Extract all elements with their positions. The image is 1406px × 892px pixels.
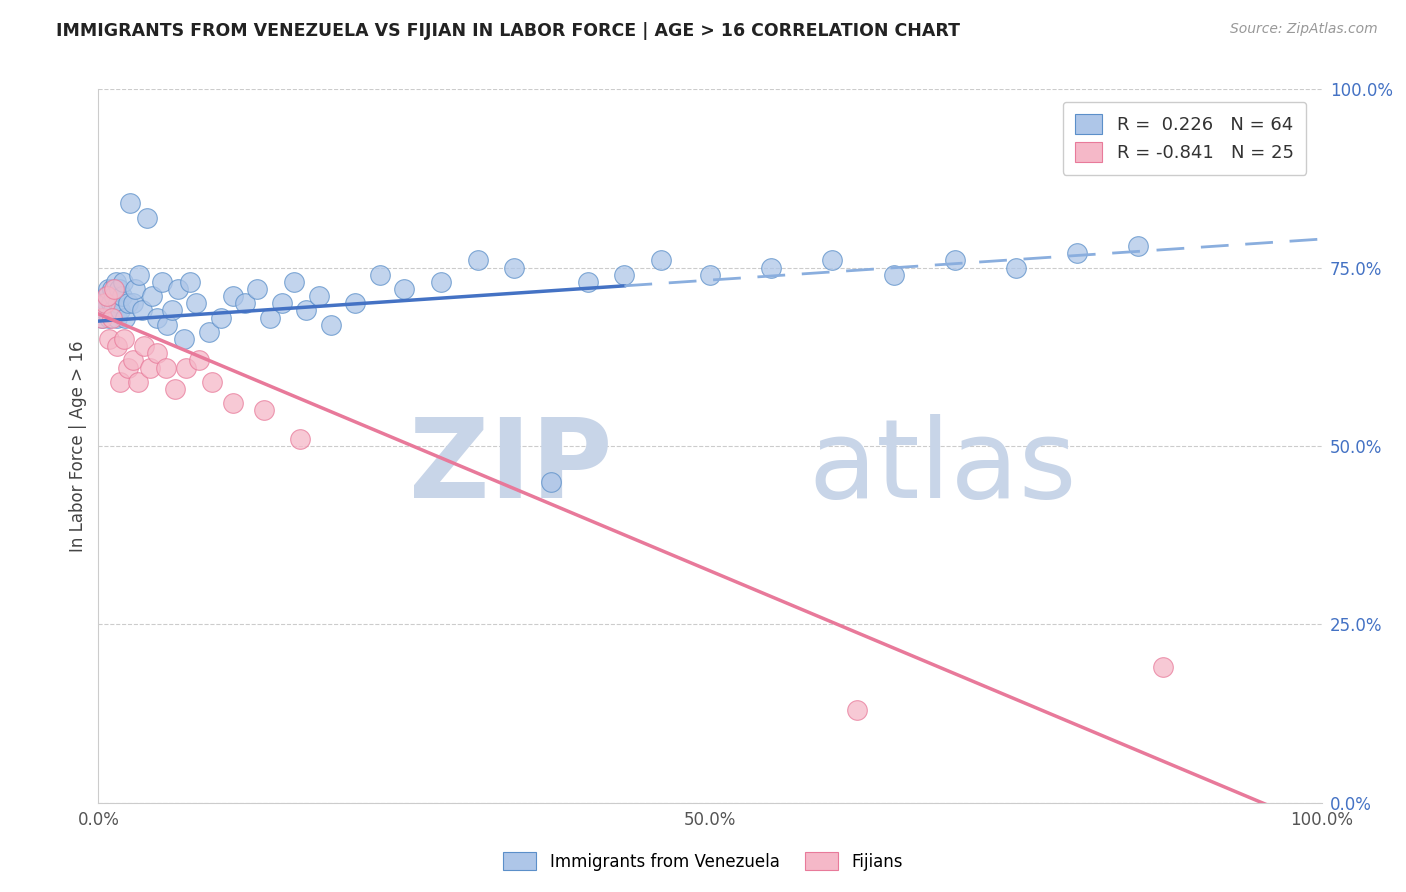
Point [98, 332, 121, 346]
Point [110, 375, 132, 389]
Point [821, 253, 844, 268]
Point [107, 296, 129, 310]
Point [117, 360, 139, 375]
Point [93, 296, 115, 310]
Point [103, 282, 125, 296]
Point [101, 303, 124, 318]
Point [368, 268, 391, 282]
Point [146, 346, 169, 360]
Point [943, 253, 966, 268]
Text: Source: ZipAtlas.com: Source: ZipAtlas.com [1230, 22, 1378, 37]
Point [131, 303, 153, 318]
Point [246, 282, 269, 296]
Point [96, 296, 118, 310]
Point [392, 282, 416, 296]
Point [150, 275, 173, 289]
Point [128, 268, 150, 282]
Point [650, 253, 672, 268]
Point [1066, 246, 1088, 260]
Point [101, 310, 124, 325]
Text: IMMIGRANTS FROM VENEZUELA VS FIJIAN IN LABOR FORCE | AGE > 16 CORRELATION CHART: IMMIGRANTS FROM VENEZUELA VS FIJIAN IN L… [56, 22, 960, 40]
Y-axis label: In Labor Force | Age > 16: In Labor Force | Age > 16 [69, 340, 87, 552]
Point [127, 375, 149, 389]
Point [160, 303, 183, 318]
Point [120, 196, 142, 211]
Point [105, 310, 128, 325]
Point [209, 310, 232, 325]
Point [467, 253, 489, 268]
Point [117, 296, 139, 310]
Point [103, 289, 125, 303]
Point [96, 289, 118, 303]
Point [139, 360, 162, 375]
Point [1128, 239, 1150, 253]
Point [146, 310, 169, 325]
Point [259, 310, 281, 325]
Point [111, 289, 134, 303]
Point [290, 432, 312, 446]
Point [187, 353, 209, 368]
Point [430, 275, 453, 289]
Legend: Immigrants from Venezuela, Fijians: Immigrants from Venezuela, Fijians [495, 844, 911, 880]
Point [100, 296, 122, 310]
Point [699, 268, 721, 282]
Point [111, 275, 134, 289]
Point [105, 339, 128, 353]
Point [308, 289, 330, 303]
Point [91, 296, 114, 310]
Point [141, 289, 163, 303]
Point [186, 296, 208, 310]
Point [613, 268, 636, 282]
Point [112, 332, 135, 346]
Point [540, 475, 562, 489]
Point [124, 282, 146, 296]
Point [97, 282, 120, 296]
Point [121, 353, 143, 368]
Point [197, 325, 219, 339]
Point [165, 382, 187, 396]
Point [1152, 660, 1174, 674]
Point [91, 310, 114, 325]
Point [173, 332, 195, 346]
Point [101, 282, 124, 296]
Point [167, 282, 190, 296]
Point [98, 310, 121, 325]
Point [110, 303, 132, 318]
Point [252, 403, 274, 417]
Legend: R =  0.226   N = 64, R = -0.841   N = 25: R = 0.226 N = 64, R = -0.841 N = 25 [1063, 102, 1306, 175]
Point [132, 339, 155, 353]
Point [503, 260, 526, 275]
Point [136, 211, 159, 225]
Point [179, 275, 201, 289]
Point [108, 282, 131, 296]
Point [283, 275, 305, 289]
Text: ZIP: ZIP [409, 414, 612, 521]
Point [344, 296, 367, 310]
Point [121, 296, 143, 310]
Point [91, 310, 114, 325]
Point [104, 275, 127, 289]
Point [114, 310, 136, 325]
Point [94, 289, 117, 303]
Point [270, 296, 294, 310]
Point [233, 296, 256, 310]
Point [761, 260, 783, 275]
Text: atlas: atlas [808, 414, 1077, 521]
Point [93, 303, 115, 318]
Point [176, 360, 198, 375]
Point [576, 275, 599, 289]
Point [222, 289, 245, 303]
Point [845, 703, 868, 717]
Point [222, 396, 245, 410]
Point [319, 318, 342, 332]
Point [155, 360, 177, 375]
Point [883, 268, 905, 282]
Point [295, 303, 318, 318]
Point [201, 375, 224, 389]
Point [1004, 260, 1026, 275]
Point [156, 318, 179, 332]
